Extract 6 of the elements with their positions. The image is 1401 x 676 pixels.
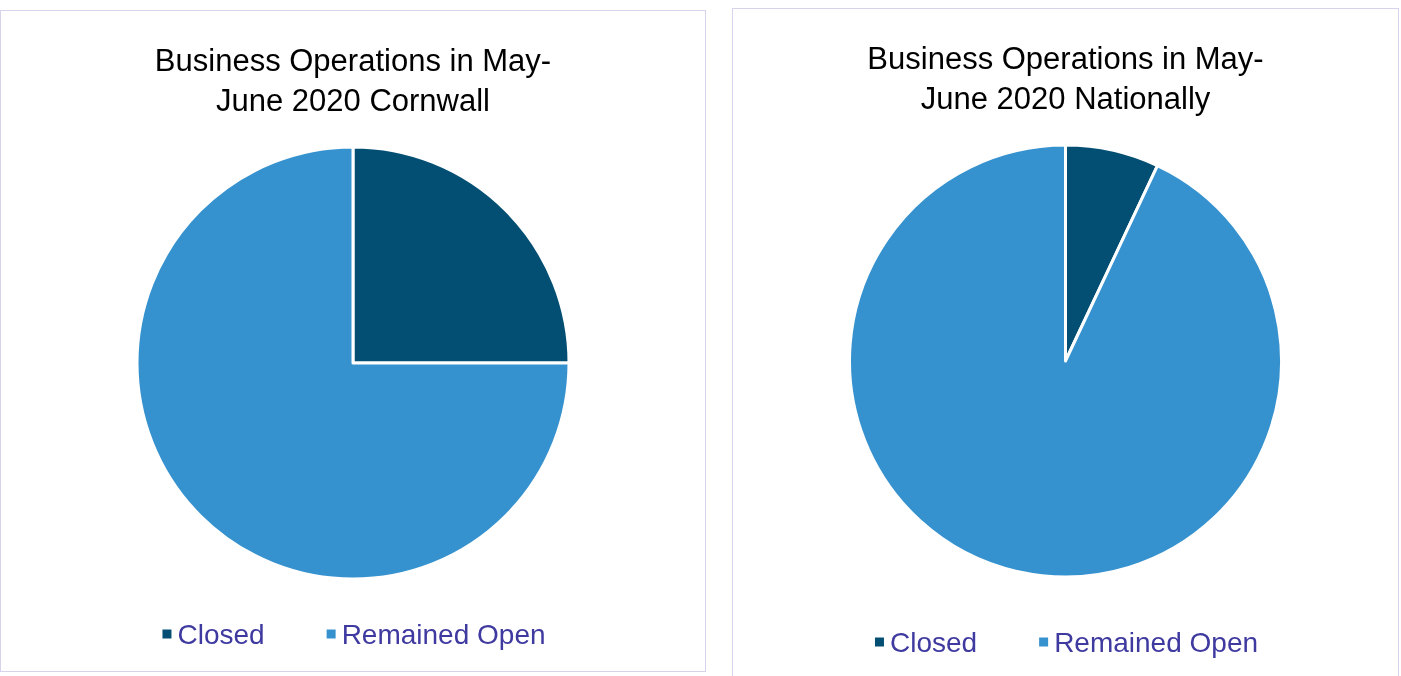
chart-title: Business Operations in May-June 2020 Nationally	[867, 40, 1264, 116]
legend-label: Remained Open	[341, 618, 546, 650]
legend-label: Remained Open	[1054, 626, 1259, 658]
legend-label: Closed	[177, 618, 265, 650]
legend-label: Closed	[889, 626, 978, 658]
chart-title: Business Operations in May-June 2020 Cornwall	[154, 42, 552, 118]
